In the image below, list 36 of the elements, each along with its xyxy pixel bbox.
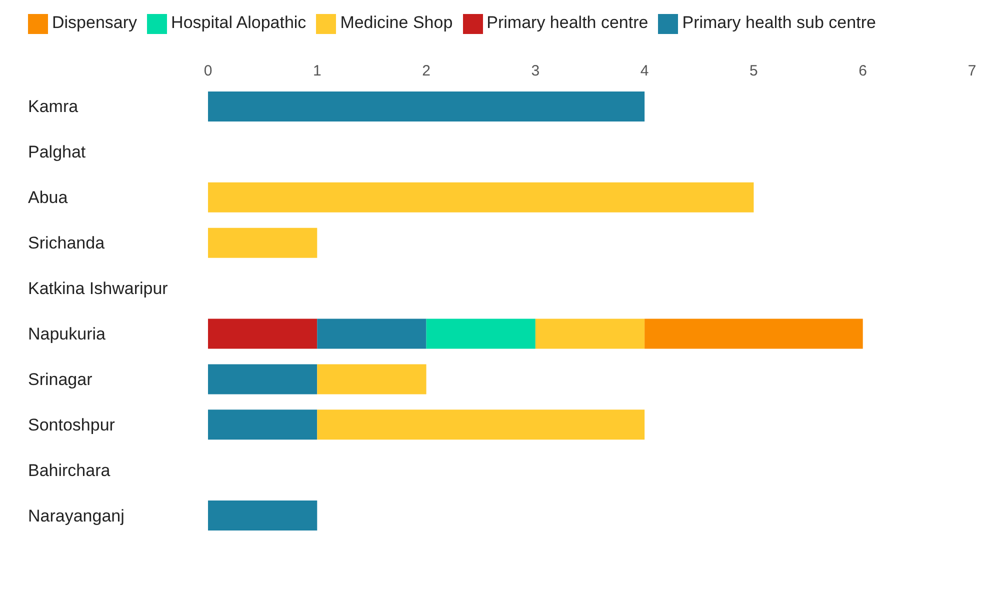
- bar: [208, 228, 318, 258]
- bar: [208, 92, 645, 122]
- y-tick-label: Katkina Ishwaripur: [28, 279, 168, 298]
- legend-label: Primary health sub centre: [682, 13, 876, 32]
- y-tick-label: Palghat: [28, 142, 86, 162]
- legend-label: Medicine Shop: [340, 13, 453, 32]
- bar: [317, 410, 645, 440]
- x-tick-label: 0: [204, 62, 212, 80]
- bar: [317, 318, 426, 349]
- legend-label: Primary health centre: [486, 13, 648, 32]
- bar: [644, 318, 863, 349]
- bar: [426, 318, 536, 349]
- bar: [208, 182, 754, 212]
- y-tick-label: Napukuria: [28, 324, 106, 344]
- y-tick-label: Kamra: [28, 97, 79, 116]
- x-tick-label: 2: [422, 62, 430, 80]
- y-tick-label: Srichanda: [28, 234, 106, 253]
- y-tick-label: Narayanganj: [28, 506, 124, 526]
- y-tick-label: Bahirchara: [28, 460, 111, 480]
- x-tick-label: 7: [968, 62, 976, 80]
- bar: [208, 500, 318, 531]
- x-tick-label: 4: [640, 62, 649, 80]
- bar: [535, 318, 645, 349]
- x-tick-label: 3: [531, 62, 540, 80]
- x-tick-label: 5: [750, 62, 758, 80]
- legend-label: Hospital Alopathic: [171, 13, 306, 32]
- y-tick-label: Srinagar: [28, 370, 93, 389]
- bar: [208, 410, 318, 440]
- x-tick-label: 6: [858, 62, 868, 80]
- bar: [208, 318, 318, 349]
- y-tick-label: Sontoshpur: [28, 415, 116, 434]
- x-tick-label: 1: [312, 62, 322, 80]
- legend-label: Dispensary: [52, 13, 138, 32]
- y-tick-label: Abua: [28, 188, 68, 208]
- bar: [317, 364, 426, 394]
- bar: [208, 364, 318, 394]
